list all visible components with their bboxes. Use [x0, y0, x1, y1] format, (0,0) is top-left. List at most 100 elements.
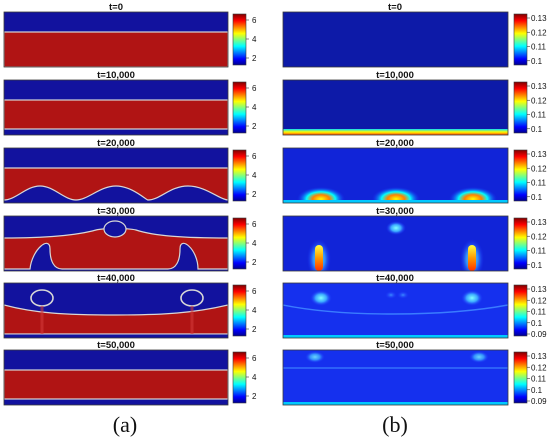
colorbar-tick-label: 6	[252, 354, 257, 363]
field-plot	[4, 283, 228, 338]
bottom-layer	[283, 129, 508, 135]
panel-title: t=50,000	[97, 340, 135, 351]
field-plot	[283, 283, 508, 338]
bubble	[103, 220, 127, 238]
caption-a: (a)	[112, 412, 138, 437]
panel-title: t=0	[388, 2, 402, 13]
colorbar-gradient	[513, 217, 528, 270]
colorbar-tick-label: 2	[252, 54, 257, 63]
plot-frame	[3, 282, 229, 339]
panel-a-0: t=0 6 4 2	[3, 2, 257, 68]
colorbar-tick-label: 6	[252, 287, 257, 296]
field-plot	[4, 80, 228, 135]
colorbar-tick-label: 0.13	[531, 82, 547, 91]
colorbar-tick-label: 4	[252, 239, 257, 248]
hot-spot	[297, 187, 345, 203]
plot-frame	[282, 11, 509, 68]
panel-b-2: t=20,000 0.13 0.12 0.11 0.1	[282, 138, 547, 204]
panel-title: t=20,000	[97, 138, 135, 149]
colorbar-tick-label: 0.11	[531, 375, 547, 384]
colorbar-gradient	[513, 149, 528, 202]
hot-spot	[449, 187, 497, 203]
field-plot	[4, 148, 228, 203]
colorbar-tick-label: 6	[252, 152, 257, 161]
plot-frame	[3, 215, 229, 272]
colorbar-tick-label: 0.1	[531, 319, 543, 328]
bottom-layer	[283, 335, 508, 338]
high-density-region	[4, 304, 228, 335]
plot-frame	[282, 215, 509, 272]
panel-title: t=0	[109, 2, 123, 13]
bubble	[305, 351, 325, 363]
colorbar: 6 4 2	[232, 81, 257, 134]
colorbar-tick-label: 0.11	[531, 111, 547, 120]
colorbar-tick-label: 0.09	[531, 330, 547, 339]
colorbar: 6 4 2	[232, 217, 257, 270]
colorbar-tick-label: 4	[252, 171, 257, 180]
colorbar-tick-label: 2	[252, 122, 257, 131]
colorbar-tick-label: 6	[252, 220, 257, 229]
plot-frame	[3, 11, 229, 68]
field-plot	[283, 12, 508, 67]
plume	[315, 245, 323, 271]
panel-title: t=30,000	[97, 206, 135, 217]
colorbar-tick-label: 4	[252, 35, 257, 44]
bottom-layer	[283, 402, 508, 405]
colorbar: 6 4 2	[232, 284, 257, 337]
panel-b-4: t=40,000 0.13 0.12 0.11 0.1 0.09	[282, 273, 547, 339]
colorbar-gradient	[513, 284, 528, 337]
colorbar-gradient	[513, 13, 528, 66]
background-field	[283, 12, 508, 67]
panel-b-0: t=0 0.13 0.12 0.11 0.1	[282, 2, 547, 68]
field-plot	[283, 80, 508, 135]
colorbar-tick-label: 0.13	[531, 14, 547, 23]
colorbar-tick-label: 0.1	[531, 261, 543, 270]
colorbar-tick-label: 0.1	[531, 193, 543, 202]
colorbar-tick-label: 4	[252, 373, 257, 382]
panel-title: t=40,000	[376, 273, 414, 284]
plot-frame	[282, 282, 509, 339]
colorbar: 6 4 2	[232, 351, 257, 404]
colorbar-gradient	[232, 284, 247, 337]
field-plot	[283, 350, 508, 405]
panel-b-5: t=50,000 0.13 0.12 0.11 0.1 0.09	[282, 340, 547, 406]
colorbar: 0.13 0.12 0.11 0.1 0.09	[513, 351, 547, 406]
colorbar: 0.13 0.12 0.11 0.1	[513, 149, 547, 202]
plot-frame	[282, 79, 509, 136]
field-plot	[4, 350, 228, 405]
column-b: t=00.130.120.110.1t=10,0000.130.120.110.…	[282, 2, 547, 406]
colorbar-tick-label: 2	[252, 190, 257, 199]
colorbar-tick-label: 0.12	[531, 363, 547, 372]
panel-a-4: t=40,000 6 4 2	[3, 273, 257, 339]
colorbar: 0.13 0.12 0.11 0.1	[513, 217, 547, 270]
colorbar-tick-label: 0.11	[531, 247, 547, 256]
panel-b-1: t=10,000 0.13 0.12 0.11 0.1	[282, 70, 547, 136]
panel-a-2: t=20,000 6 4 2	[3, 138, 257, 204]
bubble	[461, 290, 483, 306]
panel-title: t=20,000	[376, 138, 414, 149]
plot-frame	[282, 349, 509, 406]
colorbar-gradient	[232, 217, 247, 270]
colorbar-tick-label: 4	[252, 103, 257, 112]
colorbar-tick-label: 2	[252, 325, 257, 334]
colorbar-tick-label: 0.09	[531, 397, 547, 406]
colorbar: 6 4 2	[232, 149, 257, 202]
colorbar-tick-label: 0.1	[531, 57, 543, 66]
bubble	[469, 351, 489, 363]
colorbar-tick-label: 0.13	[531, 218, 547, 227]
high-density-region	[4, 99, 228, 130]
field-plot	[283, 216, 508, 271]
colorbar-gradient	[513, 351, 528, 404]
colorbar: 0.13 0.12 0.11 0.1 0.09	[513, 284, 547, 339]
colorbar: 0.13 0.12 0.11 0.1	[513, 81, 547, 134]
colorbar-gradient	[232, 351, 247, 404]
faint-spot	[397, 291, 409, 299]
panel-title: t=10,000	[376, 70, 414, 81]
panel-a-3: t=30,000 6 4 2	[3, 206, 257, 272]
colorbar-tick-label: 0.13	[531, 150, 547, 159]
column-a: t=0642t=10,000642t=20,000642t=30,000642t…	[3, 2, 257, 406]
interface-trace	[283, 304, 508, 315]
plot-frame	[3, 79, 229, 136]
colorbar-tick-label: 6	[252, 16, 257, 25]
